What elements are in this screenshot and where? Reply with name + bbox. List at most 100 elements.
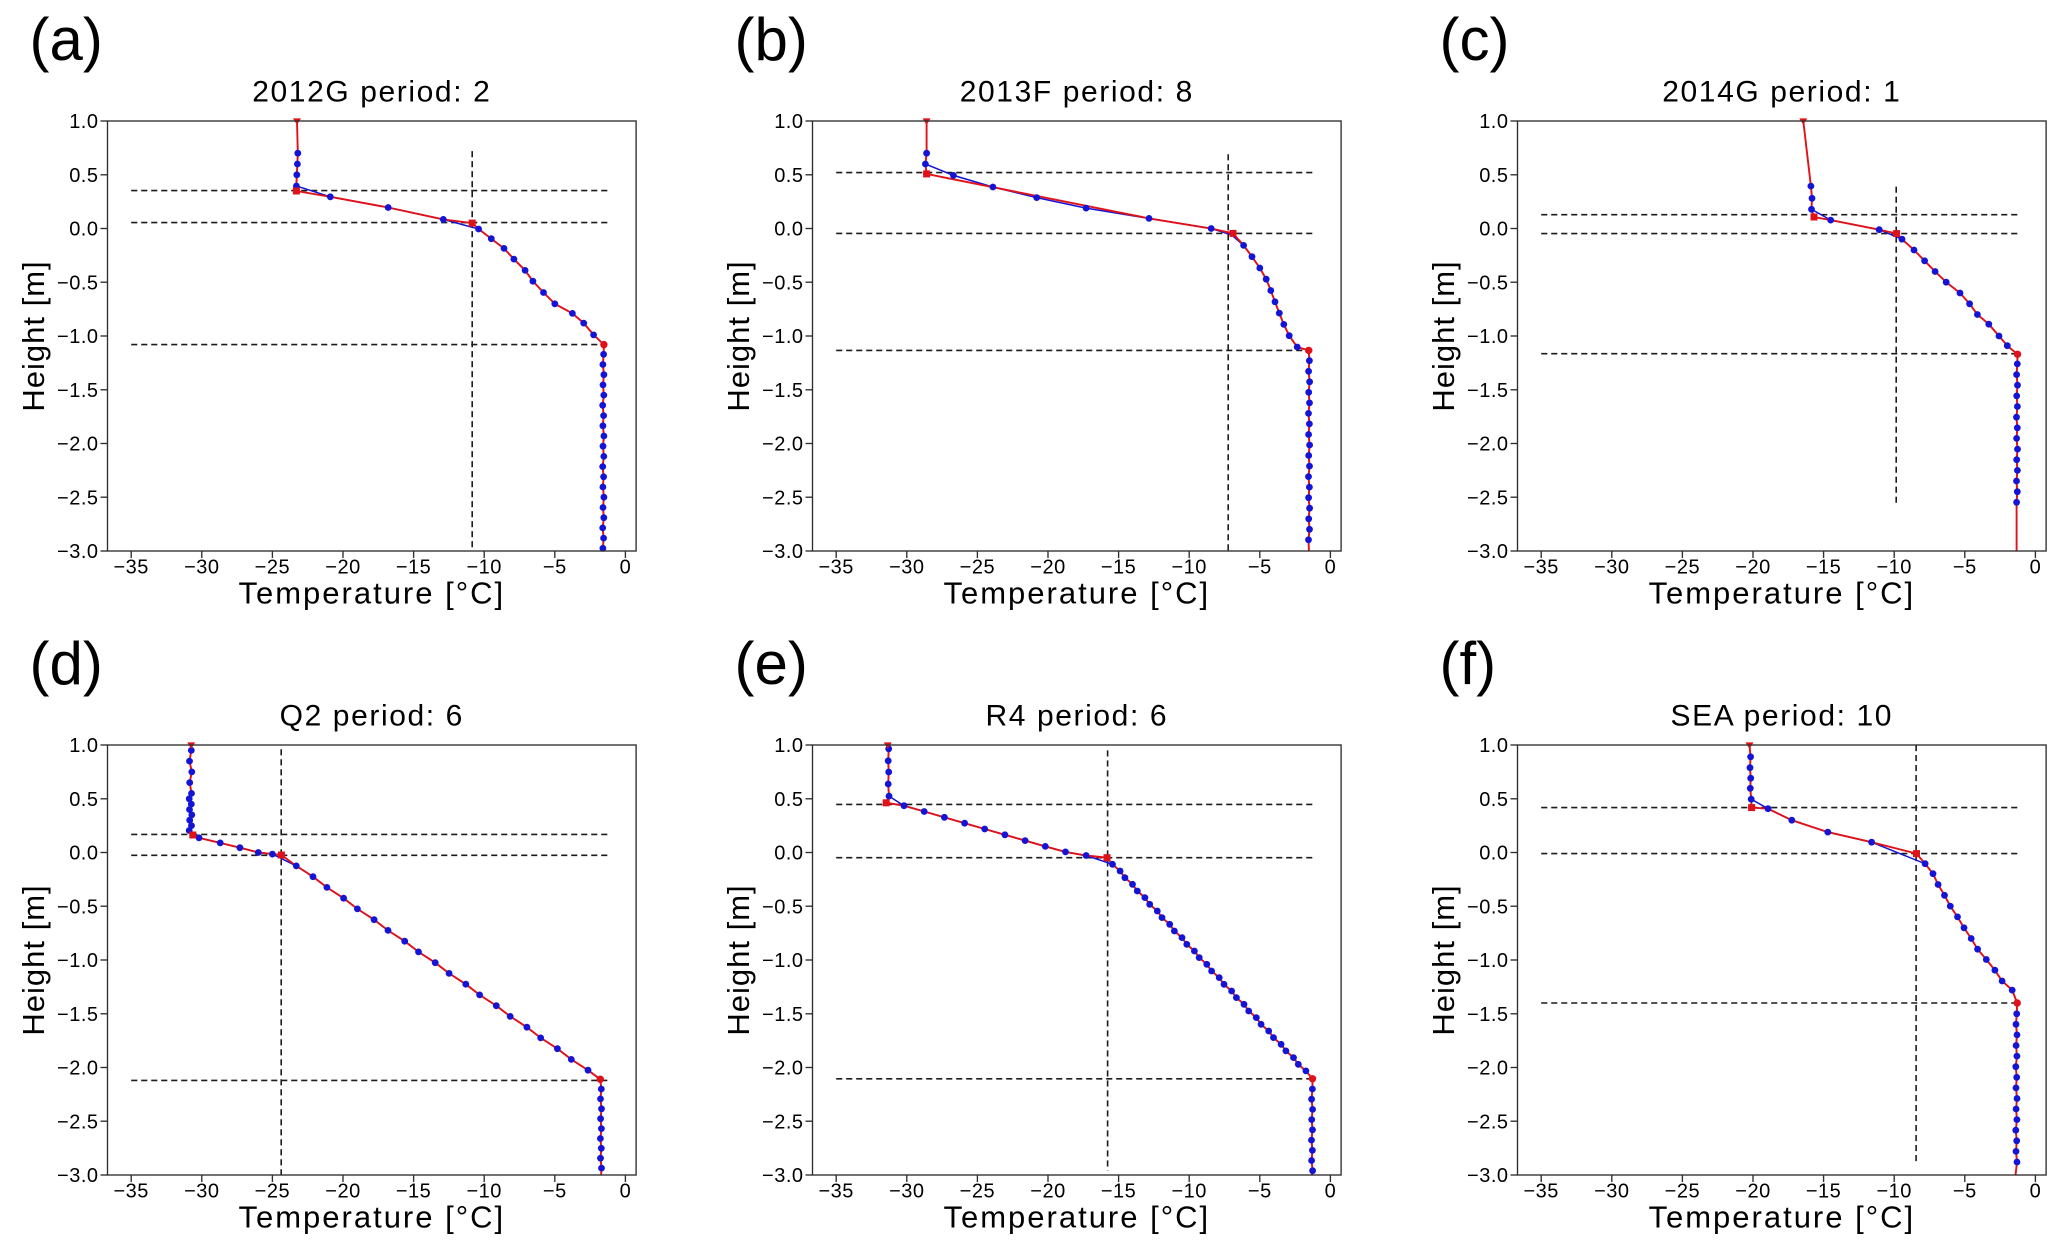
svg-text:−3.0: −3.0 [57, 541, 98, 563]
svg-text:Height [m]: Height [m] [721, 260, 756, 411]
svg-text:−15: −15 [1101, 1181, 1136, 1203]
svg-text:Temperature [°C]: Temperature [°C] [238, 1200, 505, 1235]
svg-text:0.5: 0.5 [1479, 165, 1508, 187]
svg-text:−2.5: −2.5 [1467, 1112, 1508, 1134]
svg-text:0: 0 [1325, 1181, 1337, 1203]
svg-text:−15: −15 [396, 557, 431, 579]
svg-text:Q2 period: 6: Q2 period: 6 [280, 700, 464, 733]
svg-text:(c): (c) [1440, 6, 1510, 73]
svg-text:−3.0: −3.0 [762, 1165, 803, 1187]
svg-text:−35: −35 [1523, 557, 1558, 579]
svg-text:−10: −10 [1171, 1181, 1206, 1203]
svg-text:0.0: 0.0 [774, 219, 803, 241]
svg-text:−2.5: −2.5 [1467, 487, 1508, 509]
svg-text:(b): (b) [735, 6, 808, 73]
svg-text:2014G period: 1: 2014G period: 1 [1662, 76, 1901, 109]
svg-text:−3.0: −3.0 [762, 541, 803, 563]
svg-text:0.0: 0.0 [1479, 843, 1508, 865]
svg-text:−1.5: −1.5 [1467, 1004, 1508, 1026]
svg-text:−25: −25 [960, 557, 995, 579]
svg-text:−20: −20 [1030, 1181, 1065, 1203]
svg-text:−35: −35 [1523, 1181, 1558, 1203]
svg-text:−2.0: −2.0 [762, 434, 803, 456]
svg-text:Temperature [°C]: Temperature [°C] [943, 576, 1210, 611]
svg-text:−10: −10 [1876, 1181, 1911, 1203]
svg-text:−5: −5 [1953, 1181, 1977, 1203]
svg-text:−20: −20 [325, 1181, 360, 1203]
svg-text:2012G period: 2: 2012G period: 2 [252, 76, 491, 109]
svg-text:−5: −5 [1953, 557, 1977, 579]
svg-text:−3.0: −3.0 [57, 1165, 98, 1187]
svg-text:Height [m]: Height [m] [16, 884, 51, 1035]
svg-text:−10: −10 [466, 1181, 501, 1203]
svg-text:0.5: 0.5 [69, 165, 98, 187]
svg-text:−3.0: −3.0 [1467, 1165, 1508, 1187]
svg-text:−25: −25 [255, 557, 290, 579]
svg-text:(f): (f) [1440, 630, 1497, 697]
svg-text:−1.5: −1.5 [57, 380, 98, 402]
svg-text:Height [m]: Height [m] [1426, 260, 1461, 411]
svg-text:−1.0: −1.0 [57, 950, 98, 972]
svg-text:−0.5: −0.5 [1467, 272, 1508, 294]
svg-text:−30: −30 [1594, 557, 1629, 579]
svg-text:−2.5: −2.5 [57, 1112, 98, 1134]
svg-text:0.5: 0.5 [774, 789, 803, 811]
svg-text:−1.0: −1.0 [762, 950, 803, 972]
svg-text:−0.5: −0.5 [57, 897, 98, 919]
svg-text:−30: −30 [889, 557, 924, 579]
svg-text:−2.5: −2.5 [57, 487, 98, 509]
svg-text:−2.0: −2.0 [1467, 1058, 1508, 1080]
svg-text:−25: −25 [960, 1181, 995, 1203]
svg-text:−1.0: −1.0 [57, 326, 98, 348]
svg-text:1.0: 1.0 [69, 735, 98, 757]
svg-text:0: 0 [1325, 557, 1337, 579]
svg-text:−20: −20 [1735, 1181, 1770, 1203]
svg-text:−3.0: −3.0 [1467, 541, 1508, 563]
svg-text:1.0: 1.0 [774, 735, 803, 757]
svg-text:Temperature [°C]: Temperature [°C] [943, 1200, 1210, 1235]
svg-text:−0.5: −0.5 [1467, 897, 1508, 919]
svg-text:−10: −10 [1876, 557, 1911, 579]
svg-text:−25: −25 [1665, 557, 1700, 579]
svg-text:0.5: 0.5 [69, 789, 98, 811]
svg-text:0: 0 [2030, 1181, 2042, 1203]
svg-text:−0.5: −0.5 [762, 897, 803, 919]
svg-text:R4 period: 6: R4 period: 6 [985, 700, 1168, 733]
svg-text:Height [m]: Height [m] [16, 260, 51, 411]
svg-text:−10: −10 [1171, 557, 1206, 579]
svg-text:−1.5: −1.5 [762, 1004, 803, 1026]
svg-text:−20: −20 [325, 557, 360, 579]
svg-text:−20: −20 [1735, 557, 1770, 579]
svg-text:0.5: 0.5 [1479, 789, 1508, 811]
svg-text:−15: −15 [1806, 1181, 1841, 1203]
svg-text:−30: −30 [1594, 1181, 1629, 1203]
svg-text:−0.5: −0.5 [57, 272, 98, 294]
svg-text:2013F period: 8: 2013F period: 8 [960, 76, 1194, 109]
svg-text:−1.5: −1.5 [762, 380, 803, 402]
svg-text:−1.5: −1.5 [57, 1004, 98, 1026]
svg-text:−2.5: −2.5 [762, 1112, 803, 1134]
svg-text:(d): (d) [30, 630, 103, 697]
svg-text:1.0: 1.0 [69, 111, 98, 133]
svg-text:−10: −10 [466, 557, 501, 579]
svg-text:Height [m]: Height [m] [721, 884, 756, 1035]
svg-text:0.0: 0.0 [774, 843, 803, 865]
svg-text:−35: −35 [113, 1181, 148, 1203]
svg-text:−30: −30 [889, 1181, 924, 1203]
svg-text:−35: −35 [818, 1181, 853, 1203]
svg-text:−1.0: −1.0 [1467, 326, 1508, 348]
svg-text:−35: −35 [818, 557, 853, 579]
svg-text:−20: −20 [1030, 557, 1065, 579]
svg-text:−5: −5 [1248, 557, 1272, 579]
svg-text:−1.0: −1.0 [762, 326, 803, 348]
svg-text:1.0: 1.0 [1479, 735, 1508, 757]
svg-text:0: 0 [620, 1181, 632, 1203]
svg-text:1.0: 1.0 [1479, 111, 1508, 133]
svg-text:Temperature [°C]: Temperature [°C] [1648, 576, 1915, 611]
svg-text:−2.0: −2.0 [762, 1058, 803, 1080]
svg-text:−35: −35 [113, 557, 148, 579]
svg-text:0.5: 0.5 [774, 165, 803, 187]
svg-text:−2.5: −2.5 [762, 487, 803, 509]
svg-text:−1.0: −1.0 [1467, 950, 1508, 972]
svg-text:−15: −15 [396, 1181, 431, 1203]
